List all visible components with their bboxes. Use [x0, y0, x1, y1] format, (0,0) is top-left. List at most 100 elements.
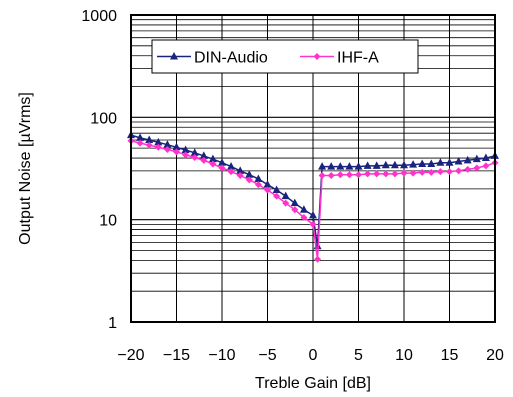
- data-point: [181, 145, 190, 153]
- data-point: [418, 168, 426, 176]
- data-point: [245, 170, 254, 178]
- data-point: [418, 159, 427, 167]
- x-axis-title: Treble Gain [dB]: [255, 375, 371, 392]
- data-point: [363, 161, 372, 169]
- series-din-audio: [127, 130, 499, 250]
- data-point: [136, 133, 145, 141]
- data-point: [436, 168, 444, 176]
- data-point: [182, 151, 190, 159]
- data-point: [336, 171, 344, 179]
- data-point: [409, 160, 418, 168]
- data-point: [264, 186, 271, 194]
- data-point: [254, 174, 263, 182]
- data-point: [446, 168, 453, 176]
- data-point: [382, 170, 390, 178]
- x-tick-label: −10: [208, 347, 235, 364]
- data-point: [390, 160, 399, 169]
- x-tick-label: −20: [117, 347, 144, 364]
- x-tick-label: 5: [354, 347, 363, 364]
- data-point: [227, 162, 236, 170]
- tick-labels: −20 −15 −10 −5 0 5 10 15 20 1 10 100 1000: [81, 8, 504, 364]
- x-tick-label: −15: [163, 347, 190, 364]
- data-point: [300, 213, 308, 221]
- data-point: [136, 139, 144, 147]
- data-point: [327, 172, 335, 180]
- data-point: [472, 154, 481, 163]
- data-point: [309, 210, 317, 219]
- legend-label: DIN-Audio: [194, 50, 268, 67]
- legend-label: IHF-A: [337, 50, 379, 67]
- data-point: [391, 170, 399, 178]
- data-point: [345, 171, 353, 179]
- data-point: [372, 161, 381, 169]
- data-point: [309, 220, 317, 228]
- data-point: [464, 165, 472, 173]
- data-point: [282, 199, 290, 207]
- data-point: [409, 169, 417, 177]
- data-point: [473, 164, 481, 172]
- data-point: [454, 157, 463, 165]
- x-tick-label: 15: [441, 347, 459, 364]
- data-point: [236, 172, 244, 180]
- data-point: [254, 181, 262, 189]
- data-point: [455, 167, 463, 175]
- data-point: [481, 153, 490, 162]
- y-tick-label: 1000: [81, 8, 117, 25]
- y-tick-label: 10: [99, 213, 117, 230]
- data-point: [364, 170, 372, 178]
- data-point: [445, 158, 454, 166]
- data-point: [200, 156, 208, 164]
- y-tick-label: 1: [108, 315, 117, 332]
- data-point: [163, 145, 171, 153]
- data-point: [154, 137, 163, 146]
- data-point: [314, 255, 322, 263]
- data-point: [163, 140, 172, 148]
- data-point: [190, 148, 199, 156]
- legend: DIN-Audio IHF-A: [151, 39, 419, 74]
- data-point: [236, 166, 245, 174]
- data-point: [154, 143, 162, 151]
- data-point: [400, 169, 408, 177]
- data-point: [427, 159, 436, 167]
- legend-box: [151, 39, 419, 74]
- plot-area-frame: [130, 14, 496, 323]
- data-point: [436, 158, 445, 166]
- data-point: [245, 176, 253, 184]
- data-point: [263, 180, 272, 188]
- data-point: [291, 206, 299, 214]
- data-point: [191, 154, 199, 162]
- x-tick-label: 20: [486, 347, 504, 364]
- data-point: [373, 170, 381, 178]
- data-point: [345, 162, 354, 170]
- data-point: [327, 162, 336, 170]
- data-point: [172, 142, 181, 151]
- legend-marker: [313, 53, 321, 60]
- data-point: [299, 205, 308, 213]
- x-tick-label: 0: [309, 347, 318, 364]
- data-point: [355, 171, 362, 179]
- data-point: [290, 198, 299, 207]
- data-point: [208, 154, 217, 163]
- data-point: [336, 162, 345, 170]
- data-point: [209, 160, 217, 168]
- data-point: [227, 168, 235, 176]
- data-point: [173, 148, 180, 156]
- data-point: [281, 191, 290, 200]
- data-point: [427, 168, 435, 176]
- data-point: [463, 155, 472, 164]
- y-axis-title: Output Noise [µVrms]: [17, 92, 34, 245]
- data-point: [273, 192, 281, 200]
- data-point: [218, 158, 226, 166]
- data-point: [199, 151, 208, 159]
- data-point: [272, 185, 281, 193]
- data-point: [145, 135, 154, 144]
- legend-entry: DIN-Audio: [157, 50, 268, 67]
- x-tick-label: 10: [395, 347, 413, 364]
- data-point: [400, 160, 408, 169]
- data-point: [218, 164, 226, 172]
- data-point: [145, 141, 153, 149]
- data-point: [354, 162, 363, 170]
- data-point: [381, 160, 390, 169]
